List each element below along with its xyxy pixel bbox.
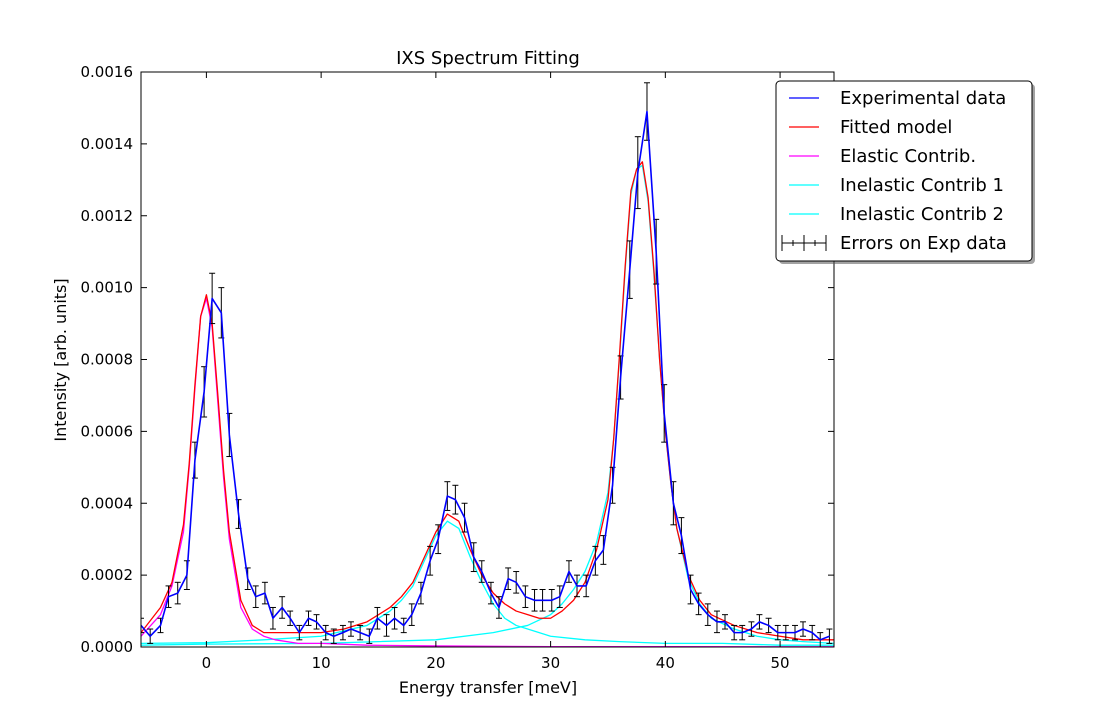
y-tick-label: 0.0002 xyxy=(81,566,134,584)
y-axis-label: Intensity [arb. units] xyxy=(51,278,70,441)
legend-box xyxy=(775,80,1033,262)
axes: 0 10 20 30 40 50 0.0000 0.0002 0.0004 0.0006 0.000… xyxy=(81,63,835,672)
legend-label-inelastic1: Inelastic Contrib 1 xyxy=(840,175,1004,196)
x-axis-label: Energy transfer [meV] xyxy=(399,678,577,697)
legend: Experimental data Fitted model Elastic Con… xyxy=(775,80,1035,264)
chart-title: IXS Spectrum Fitting xyxy=(396,48,580,69)
legend-label-inelastic2: Inelastic Contrib 2 xyxy=(840,204,1004,225)
plot-area xyxy=(141,82,834,647)
x-tick-label: 10 xyxy=(312,654,331,672)
y-tick-label: 0.0014 xyxy=(81,135,134,153)
x-tick-label: 30 xyxy=(541,654,560,672)
y-tick-label: 0.0010 xyxy=(81,279,134,297)
legend-label-elastic: Elastic Contrib. xyxy=(840,146,976,167)
x-tick-label: 50 xyxy=(771,654,790,672)
legend-label-experimental: Experimental data xyxy=(840,88,1006,109)
y-tick-label: 0.0012 xyxy=(81,207,134,225)
series-inelastic-contrib-1 xyxy=(141,520,834,646)
y-tick-label: 0.0006 xyxy=(81,422,134,440)
series-experimental-data xyxy=(141,110,830,641)
legend-label-errors: Errors on Exp data xyxy=(840,233,1007,254)
x-tick-label: 0 xyxy=(202,654,212,672)
y-tick-label: 0.0008 xyxy=(81,351,134,369)
x-tick-label: 40 xyxy=(656,654,675,672)
y-tick-label: 0.0004 xyxy=(81,494,134,512)
x-tick-label: 20 xyxy=(426,654,445,672)
legend-label-fitted: Fitted model xyxy=(840,117,952,138)
y-tick-label: 0.0016 xyxy=(81,63,134,81)
y-tick-label: 0.0000 xyxy=(81,638,134,656)
